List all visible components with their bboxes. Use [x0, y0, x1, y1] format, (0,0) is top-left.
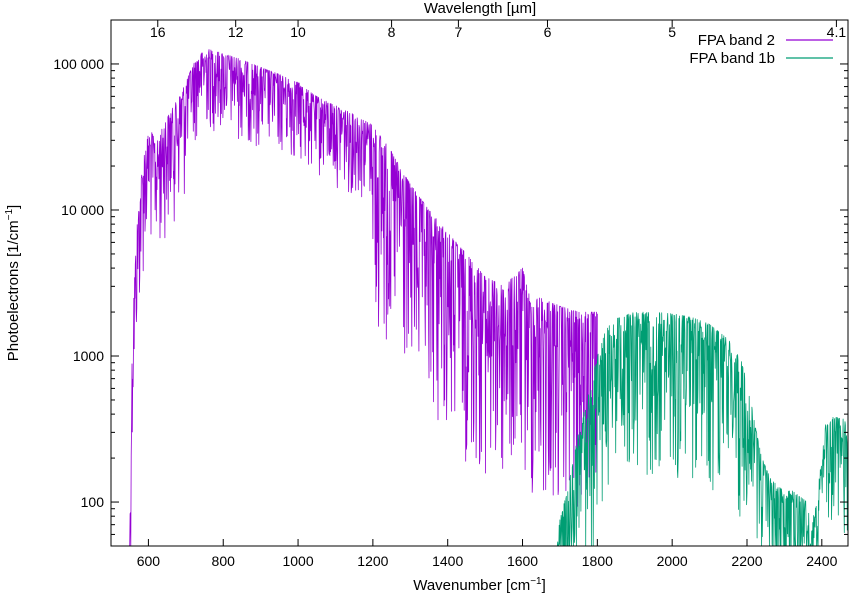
x-tick-label-2200: 2200 — [731, 553, 762, 569]
plot-frame — [110, 19, 849, 547]
x-tick-label-1200: 1200 — [357, 553, 388, 569]
y-tick-label-100000: 100 000 — [53, 56, 104, 72]
y-tick-label-10000: 10 000 — [61, 202, 104, 218]
x-tick-label-2400: 2400 — [806, 553, 837, 569]
y-tick-label-100: 100 — [81, 494, 105, 510]
x2-tick-label-8: 8 — [388, 24, 396, 40]
y-axis-title: Photoelectrons [1/cm−1] — [4, 205, 22, 361]
x-tick-label-800: 800 — [212, 553, 236, 569]
x-tick-label-1800: 1800 — [582, 553, 613, 569]
x2-tick-label-4.1: 4.1 — [827, 24, 847, 40]
x2-tick-label-12: 12 — [228, 24, 244, 40]
x-tick-label-1600: 1600 — [507, 553, 538, 569]
series-line-fpa-band-1b — [556, 311, 849, 547]
x-axis-title: Wavenumber [cm−1] — [413, 576, 546, 594]
x2-tick-label-5: 5 — [668, 24, 676, 40]
x-tick-label-600: 600 — [137, 553, 161, 569]
x2-tick-label-7: 7 — [455, 24, 463, 40]
x-tick-label-2000: 2000 — [657, 553, 688, 569]
x2-tick-label-6: 6 — [544, 24, 552, 40]
x2-axis-title: Wavelength [µm] — [424, 0, 536, 17]
x-tick-label-1000: 1000 — [282, 553, 313, 569]
x2-tick-label-10: 10 — [290, 24, 306, 40]
legend-label-fpa-band-2: FPA band 2 — [698, 32, 775, 49]
x2-tick-label-16: 16 — [150, 24, 166, 40]
x-tick-label-1400: 1400 — [432, 553, 463, 569]
series-line-fpa-band-2 — [129, 49, 598, 547]
y-tick-label-1000: 1000 — [73, 348, 104, 364]
legend-label-fpa-band-1b: FPA band 1b — [689, 50, 775, 67]
legend: FPA band 2 FPA band 1b — [689, 32, 833, 67]
